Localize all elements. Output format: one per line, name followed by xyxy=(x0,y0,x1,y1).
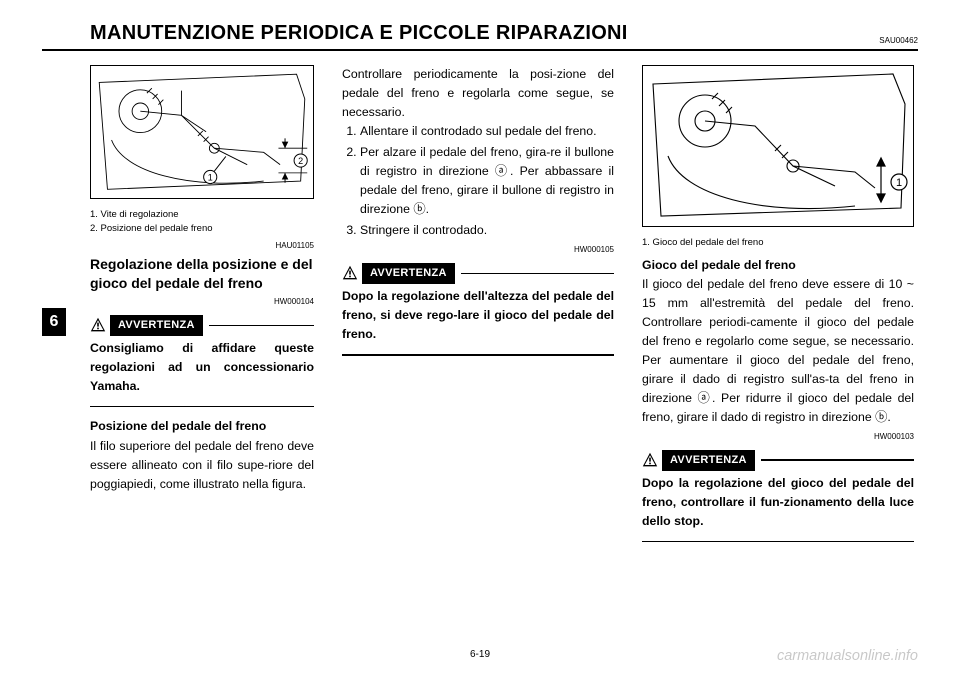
column-1: 1 2 1. Vite di regolazione xyxy=(42,65,314,552)
step-1: Allentare il controdado sul pedale del f… xyxy=(360,122,614,141)
warning-2-text: Dopo la regolazione dell'altezza del ped… xyxy=(342,287,614,344)
para-2: Il gioco del pedale del freno deve esser… xyxy=(642,275,914,427)
code-hw1: HW000104 xyxy=(90,296,314,308)
figure-1-caption-2: 2. Posizione del pedale freno xyxy=(90,223,314,236)
warning-rule xyxy=(761,459,914,461)
chapter-number: 6 xyxy=(50,313,59,331)
callout-1: 1 xyxy=(208,172,213,182)
warning-rule xyxy=(209,325,314,327)
step-2: Per alzare il pedale del freno, gira-re … xyxy=(360,143,614,219)
warning-icon xyxy=(342,265,358,281)
separator-2 xyxy=(342,354,614,356)
column-2: Controllare periodicamente la posi-zione… xyxy=(342,65,614,552)
chapter-tab: 6 xyxy=(42,308,66,336)
page-title: MANUTENZIONE PERIODICA E PICCOLE RIPARAZ… xyxy=(90,22,628,45)
code-hau: HAU01105 xyxy=(90,240,314,252)
separator-1 xyxy=(90,406,314,408)
warning-label: AVVERTENZA xyxy=(362,263,455,284)
warning-2: AVVERTENZA xyxy=(342,263,614,284)
figure-2-caption-1: 1. Gioco del pedale del freno xyxy=(642,237,914,250)
warning-icon xyxy=(90,317,106,333)
warning-1: AVVERTENZA xyxy=(90,315,314,336)
separator-3 xyxy=(642,541,914,543)
code-hw2: HW000105 xyxy=(342,244,614,256)
header: MANUTENZIONE PERIODICA E PICCOLE RIPARAZ… xyxy=(42,22,918,51)
section-title: Regolazione della posizione e del gioco … xyxy=(90,255,314,293)
columns: 1 2 1. Vite di regolazione xyxy=(42,65,918,552)
para-1: Il filo superiore del pedale del freno d… xyxy=(90,437,314,494)
warning-label: AVVERTENZA xyxy=(110,315,203,336)
callout-2: 2 xyxy=(298,156,303,166)
figure-1-caption-1: 1. Vite di regolazione xyxy=(90,209,314,222)
page: MANUTENZIONE PERIODICA E PICCOLE RIPARAZ… xyxy=(0,0,960,676)
figure-2: 1 xyxy=(642,65,914,227)
col2-steps: Allentare il controdado sul pedale del f… xyxy=(342,122,614,240)
warning-3-text: Dopo la regolazione del gioco del pedale… xyxy=(642,474,914,531)
header-code: SAU00462 xyxy=(879,36,918,45)
column-3: 1 1. Gioco del pedale del freno Gioco de… xyxy=(642,65,914,552)
warning-1-text: Consigliamo di affidare queste regolazio… xyxy=(90,339,314,396)
step-3: Stringere il controdado. xyxy=(360,221,614,240)
watermark: carmanualsonline.info xyxy=(777,648,918,664)
figure-1: 1 2 xyxy=(90,65,314,199)
warning-label: AVVERTENZA xyxy=(662,450,755,471)
subhead-1: Posizione del pedale del freno xyxy=(90,417,314,436)
warning-rule xyxy=(461,273,614,275)
col2-intro: Controllare periodicamente la posi-zione… xyxy=(342,65,614,122)
callout-1b: 1 xyxy=(896,177,902,189)
subhead-2: Gioco del pedale del freno xyxy=(642,256,914,275)
code-hw3: HW000103 xyxy=(642,431,914,443)
warning-icon xyxy=(642,452,658,468)
warning-3: AVVERTENZA xyxy=(642,450,914,471)
